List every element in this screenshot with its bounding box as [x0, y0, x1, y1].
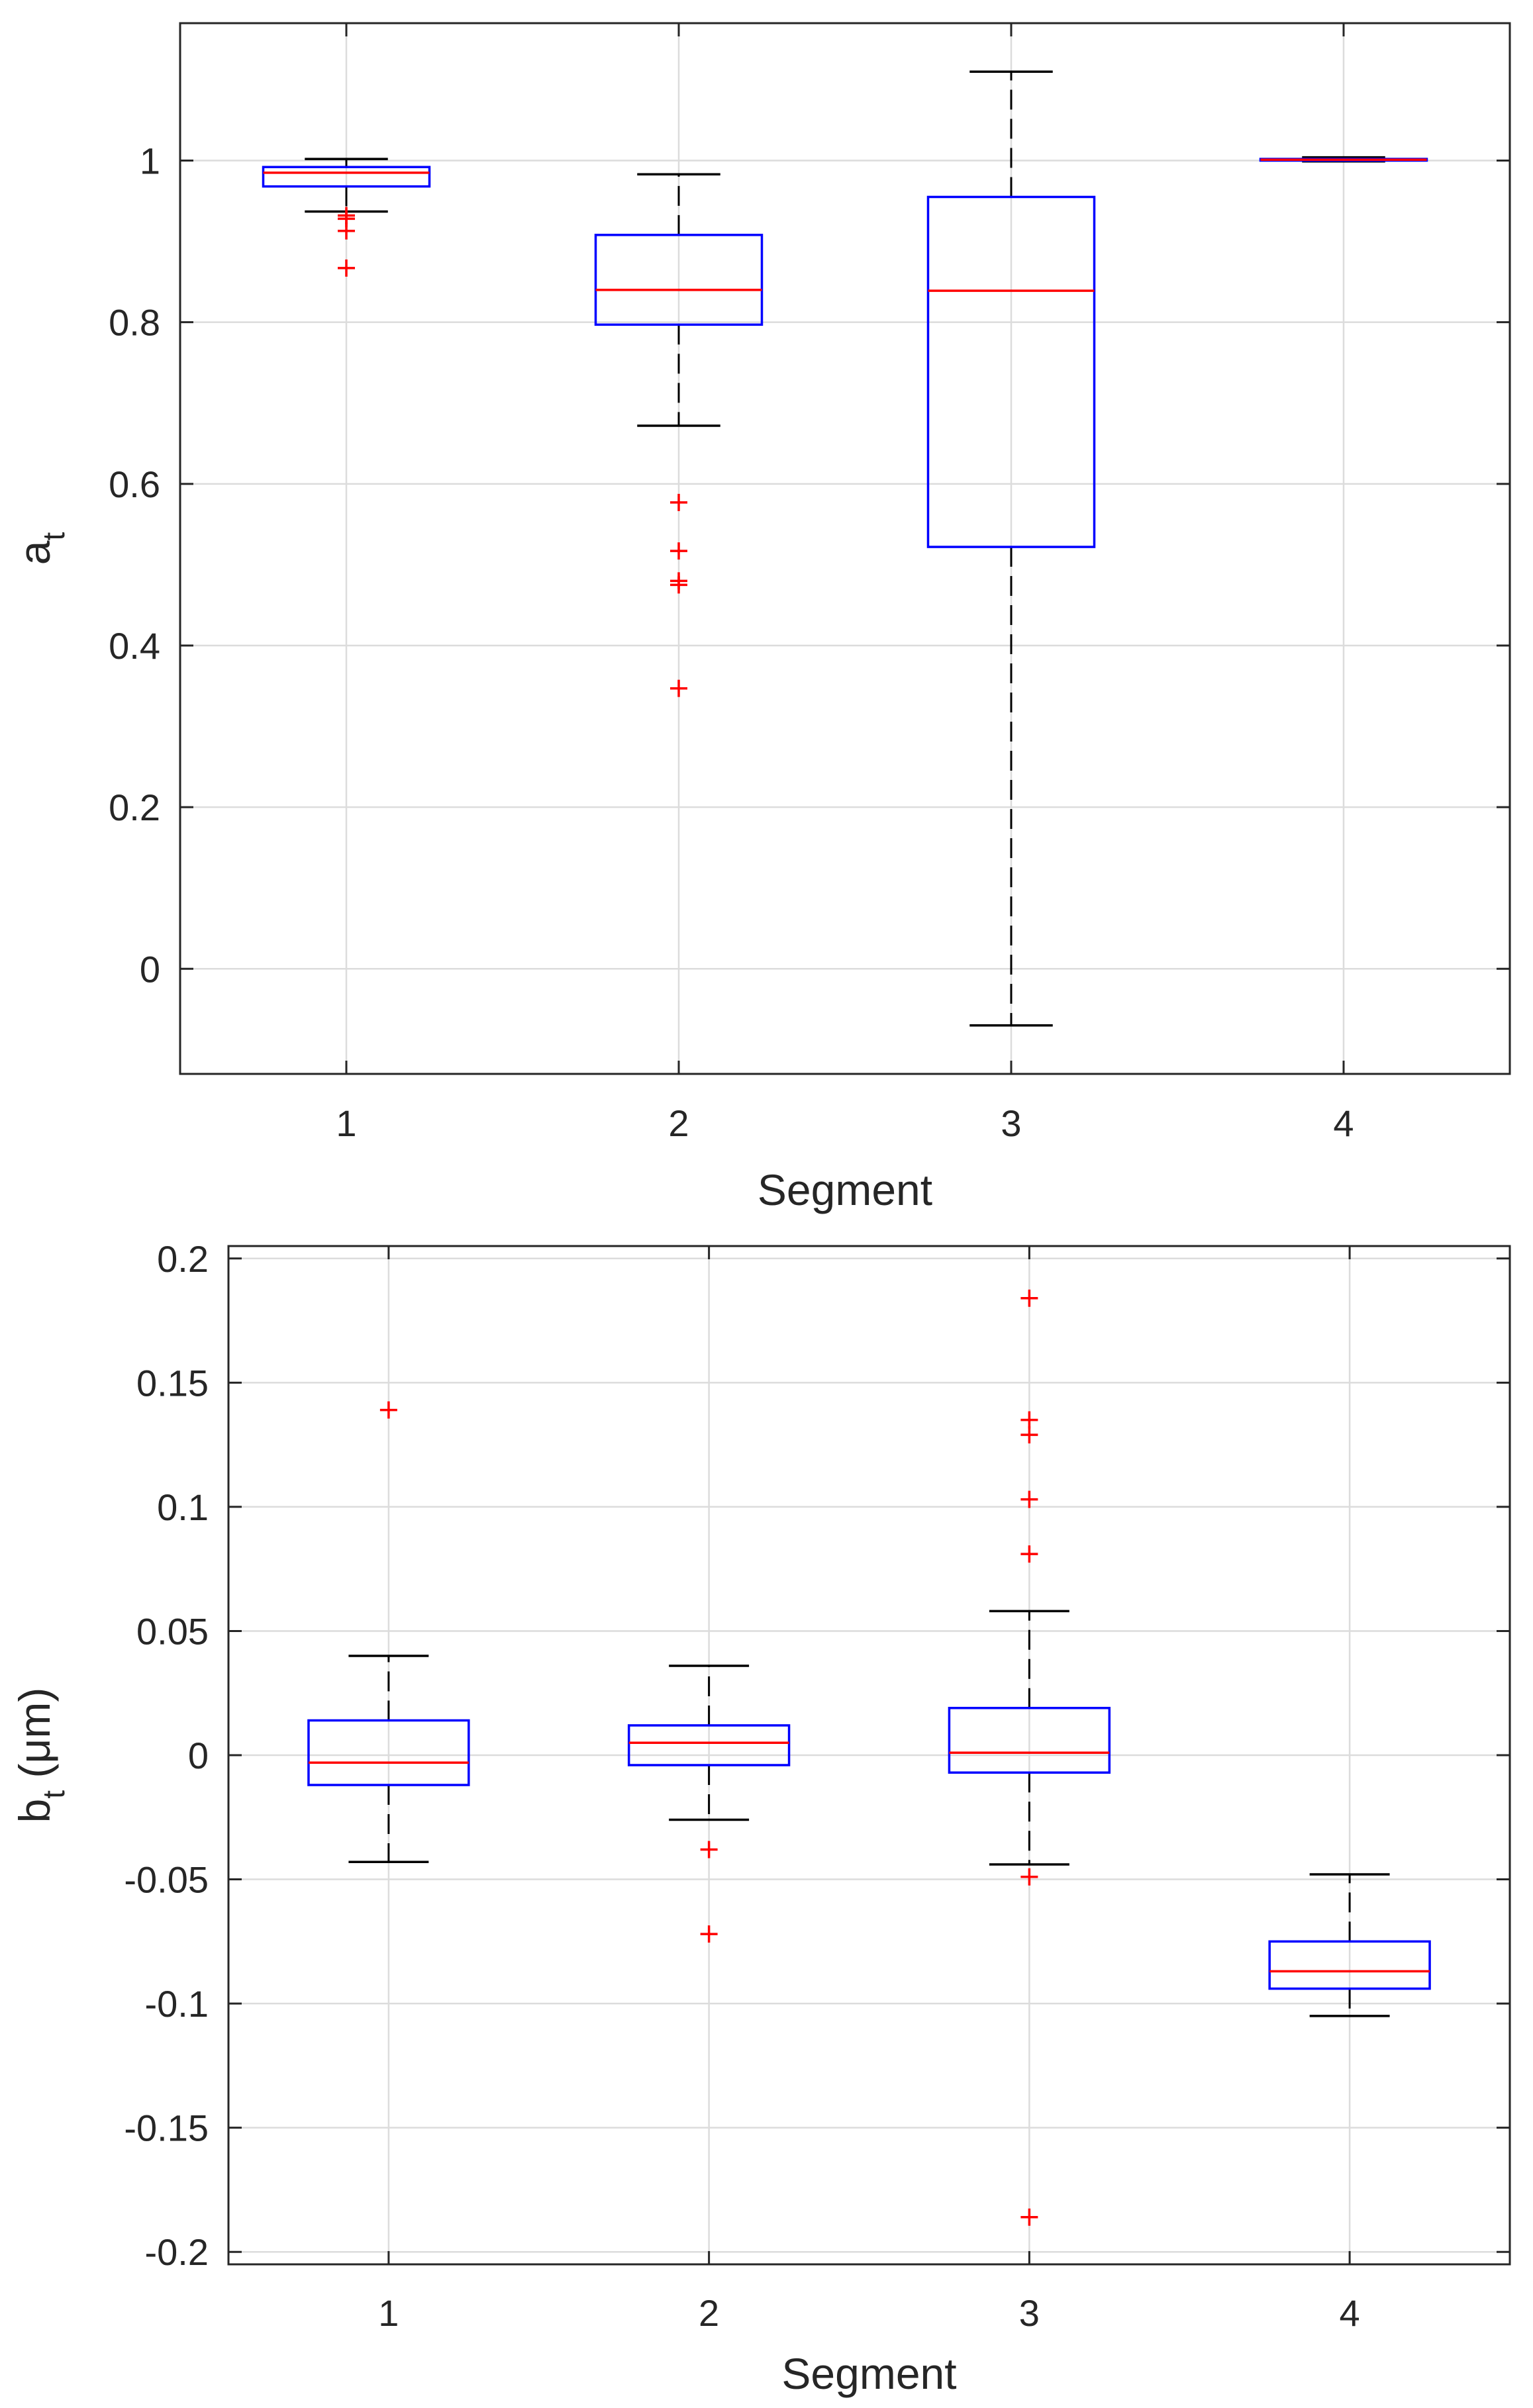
x-tick-label: 2 [699, 2292, 719, 2334]
y-tick-label: 0 [188, 1735, 209, 1776]
outlier-marker [1020, 1426, 1038, 1444]
iqr-box [1268, 1940, 1431, 1990]
box-segment-1 [307, 1401, 470, 1864]
outlier-marker [1020, 1490, 1038, 1508]
y-tick-label: 0.6 [109, 463, 160, 505]
y-axis-label-subscript: t [36, 532, 71, 541]
y-tick-label: 0.8 [109, 302, 160, 344]
y-tick-label: 1 [140, 140, 160, 182]
box-segment-4 [1259, 156, 1428, 163]
outlier-marker [670, 542, 687, 560]
x-axis-label: Segment [781, 2349, 956, 2398]
y-tick-label: -0.15 [124, 2107, 209, 2149]
outlier-marker [670, 493, 687, 511]
x-tick-label: 1 [336, 1102, 356, 1144]
outlier-marker [379, 1401, 397, 1419]
x-tick-label: 4 [1340, 2292, 1360, 2334]
iqr-box [926, 195, 1096, 548]
iqr-box [627, 1724, 791, 1766]
iqr-box [594, 234, 764, 326]
axes-frame [179, 22, 1511, 1075]
box-segment-2 [627, 1664, 791, 1943]
outlier-marker [670, 576, 687, 594]
outlier-marker [700, 1925, 718, 1943]
outlier-marker [1020, 1411, 1038, 1429]
y-tick-label: 0.15 [136, 1362, 209, 1404]
iqr-box [262, 166, 431, 188]
outlier-marker [670, 679, 687, 697]
y-axis-label-units: (μm) [10, 1688, 59, 1790]
y-tick-label: -0.1 [145, 1983, 209, 2025]
y-tick-label: 0.2 [109, 787, 160, 828]
outlier-marker [338, 259, 355, 277]
chart-a-t: 0 0.2 0.4 0.6 0.8 1 1 2 3 4 Segment at [10, 22, 1511, 1214]
box-segment-4 [1268, 1873, 1431, 2017]
iqr-box [948, 1706, 1111, 1774]
outlier-marker [1020, 1868, 1038, 1886]
y-tick-label: 0 [140, 948, 160, 990]
y-axis-label: at [10, 532, 71, 565]
outlier-marker [1020, 2208, 1038, 2226]
y-tick-label: 0.4 [109, 625, 160, 667]
outlier-marker [1020, 1545, 1038, 1563]
y-axis-label-main: a [10, 540, 59, 565]
x-tick-label: 4 [1333, 1102, 1354, 1144]
box-segment-3 [926, 70, 1096, 1027]
y-tick-label: 0.1 [157, 1486, 209, 1528]
y-axis-label: bt (μm) [10, 1688, 71, 1823]
iqr-box [307, 1719, 470, 1786]
x-tick-label: 1 [378, 2292, 399, 2334]
outlier-marker [338, 222, 355, 240]
y-axis-label-main: b [10, 1799, 59, 1823]
plot-area [180, 23, 1510, 1074]
x-tick-label: 3 [1001, 1102, 1021, 1144]
x-axis-label: Segment [758, 1165, 932, 1214]
box-segment-2 [594, 173, 764, 697]
y-tick-label: 0.2 [157, 1238, 209, 1280]
x-tick-label: 3 [1019, 2292, 1040, 2334]
y-tick-label: -0.05 [124, 1859, 209, 1901]
y-tick-label: -0.2 [145, 2231, 209, 2273]
y-axis-label-subscript: t [36, 1790, 71, 1799]
box-segment-1 [262, 158, 431, 277]
outlier-marker [700, 1841, 718, 1858]
x-tick-label: 2 [668, 1102, 689, 1144]
box-segment-3 [948, 1289, 1111, 2226]
outlier-marker [1020, 1289, 1038, 1307]
y-tick-label: 0.05 [136, 1610, 209, 1652]
chart-b-t: -0.2 -0.15 -0.1 -0.05 0 0.05 0.1 0.15 0.2 1 2 3 4 Seg… [10, 1238, 1511, 2398]
